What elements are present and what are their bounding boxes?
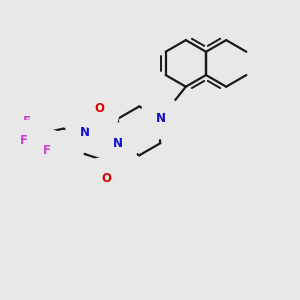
Text: F: F: [23, 115, 31, 128]
Text: N: N: [155, 112, 166, 125]
Text: N: N: [80, 126, 89, 139]
Text: N: N: [113, 136, 123, 150]
Text: O: O: [102, 172, 112, 184]
Text: O: O: [95, 102, 105, 115]
Text: F: F: [20, 134, 28, 147]
Text: F: F: [43, 144, 51, 157]
